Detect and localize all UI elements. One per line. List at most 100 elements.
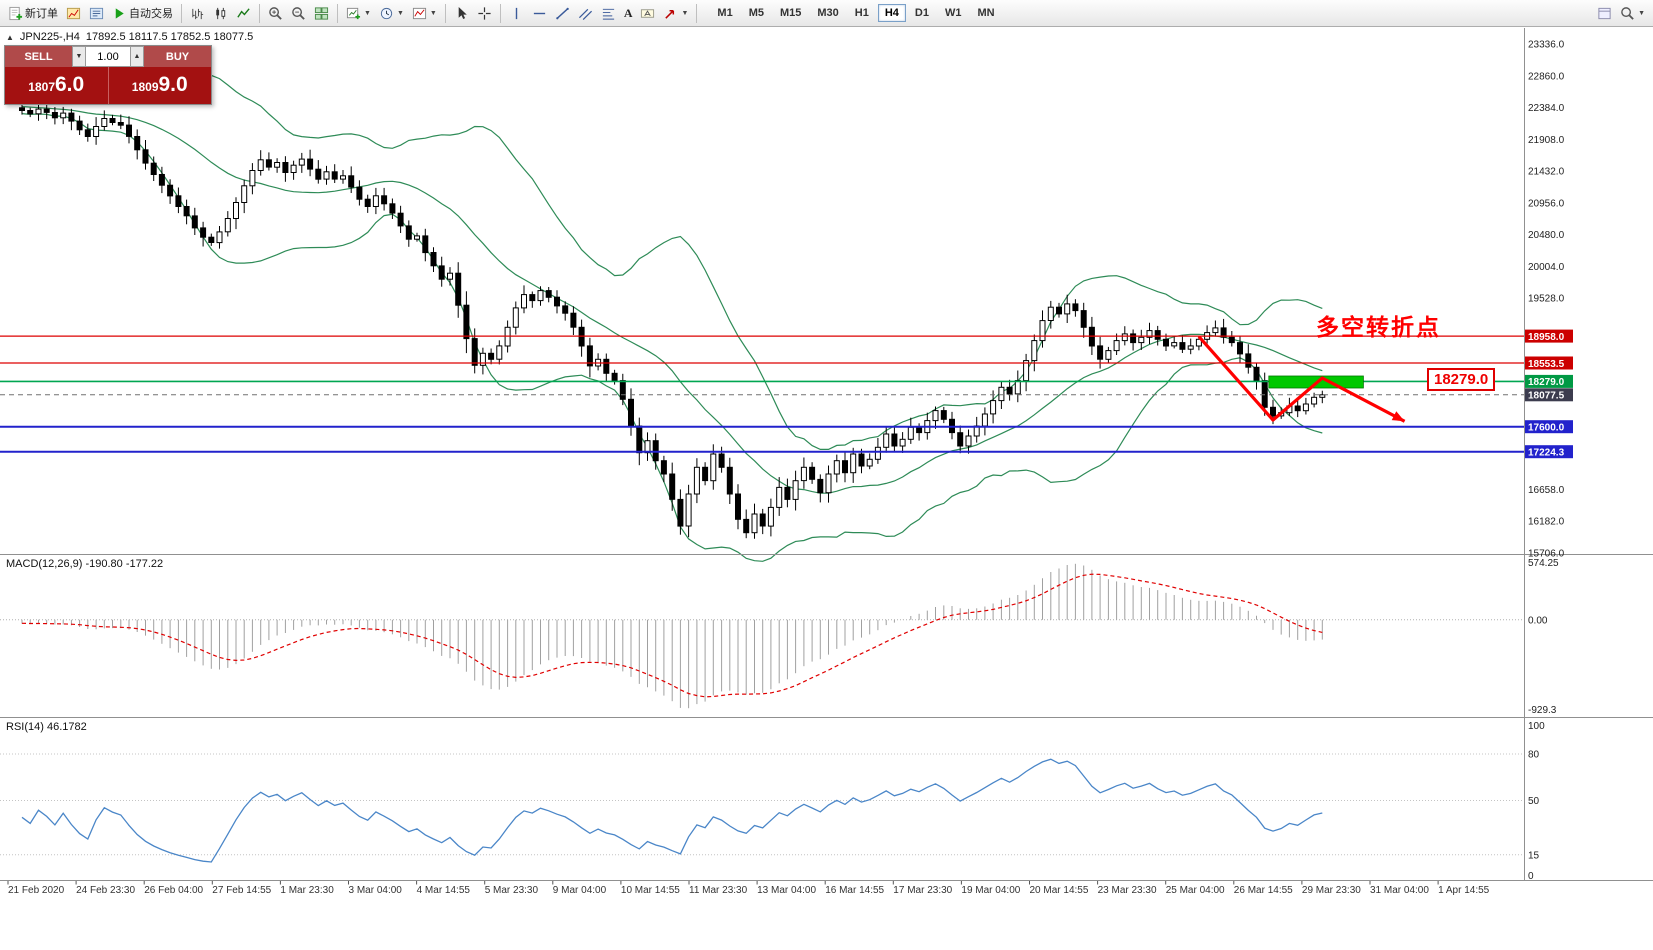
chart-line-button[interactable] — [232, 2, 255, 25]
new-chart-button[interactable]: ▼ — [342, 2, 375, 25]
indicators-icon — [412, 7, 426, 19]
price-tag-17224.3[interactable] — [1525, 445, 1573, 459]
svg-text:100: 100 — [1528, 721, 1545, 732]
lot-size-input[interactable] — [86, 46, 130, 67]
text-button[interactable]: A — [620, 2, 637, 25]
channel-icon — [578, 8, 592, 20]
timeframe-h1-button[interactable]: H1 — [854, 7, 869, 19]
svg-text:574.25: 574.25 — [1528, 558, 1559, 569]
timeframe-toolbar: M1 M5 M15 M30 H1 H4 D1 W1 MN — [709, 4, 1002, 22]
svg-text:0: 0 — [1528, 871, 1534, 882]
navigator-icon — [89, 7, 104, 19]
zoom-in-button[interactable] — [264, 2, 287, 25]
chart-candles-icon — [216, 7, 226, 19]
timeframe-m5-button[interactable]: M5 — [748, 7, 764, 19]
chart-candles-button[interactable] — [209, 2, 232, 25]
lot-decrease-button[interactable]: ▼ — [72, 46, 86, 67]
svg-text:18958.0: 18958.0 — [1528, 332, 1565, 343]
chart-bars-icon — [192, 8, 204, 19]
chevron-down-icon: ▼ — [429, 9, 437, 17]
vertical-line-icon — [515, 7, 518, 19]
crosshair-button[interactable] — [473, 2, 496, 25]
turning-point-annotation[interactable]: 多空转折点 — [1316, 314, 1441, 340]
time-axis-label: 19 Mar 04:00 — [961, 885, 1020, 896]
timeframe-mn-button[interactable]: MN — [977, 7, 995, 19]
timeframe-d1-button[interactable]: D1 — [914, 7, 929, 19]
arrows-tool-button[interactable]: ▼ — [659, 2, 692, 25]
timeframe-w1-button[interactable]: W1 — [944, 7, 962, 19]
time-axis-label: 9 Mar 04:00 — [553, 885, 607, 896]
channel-button[interactable] — [574, 2, 597, 25]
sell-price[interactable]: 18076.0 — [5, 67, 109, 104]
text-label-icon — [641, 8, 655, 18]
timeframe-m1-button[interactable]: M1 — [717, 7, 733, 19]
horizontal-line-button[interactable] — [528, 2, 551, 25]
price-tag-18553.5[interactable] — [1525, 356, 1573, 370]
trendline-button[interactable] — [551, 2, 574, 25]
rsi-panel-plot: 100 80 50 15 0 — [0, 721, 1545, 882]
zoom-out-button[interactable] — [287, 2, 310, 25]
time-axis-label: 27 Feb 14:55 — [212, 885, 271, 896]
text-icon: A — [623, 5, 633, 20]
chevron-down-icon: ▼ — [364, 9, 371, 17]
new-order-button[interactable]: 新订单 — [4, 2, 62, 25]
market-watch-button[interactable] — [62, 2, 85, 25]
time-axis-label: 20 Mar 14:55 — [1030, 885, 1089, 896]
window-list-icon — [1598, 7, 1611, 19]
macd-panel-plot: 574.25 0.00 -929.3 — [0, 558, 1559, 716]
window-list-button[interactable] — [1593, 2, 1616, 25]
ohlc-values-label: 17892.5 18117.5 17852.5 18077.5 — [85, 31, 254, 43]
fibonacci-icon — [602, 8, 614, 20]
price-tag-17600.0[interactable] — [1525, 420, 1573, 434]
y-axis-tick: 19528.0 — [1528, 294, 1565, 305]
timeframe-h4-button[interactable]: H4 — [877, 4, 906, 22]
y-axis-tick: 22384.0 — [1528, 103, 1565, 114]
time-axis-label: 17 Mar 23:30 — [893, 885, 952, 896]
macd-indicator-label: MACD(12,26,9) -190.80 -177.22 — [6, 558, 163, 570]
trend-arrow-drawing — [1197, 335, 1406, 423]
time-axis-label: 13 Mar 04:00 — [757, 885, 816, 896]
symbol-search-button[interactable]: ▼ — [1616, 2, 1649, 25]
text-label-button[interactable] — [636, 2, 659, 25]
lot-increase-button[interactable]: ▲ — [130, 46, 144, 67]
rsi-value: 46.1782 — [46, 721, 87, 733]
new-chart-icon — [346, 7, 361, 19]
price-tag-18958.0[interactable] — [1525, 329, 1573, 343]
timeframe-m15-button[interactable]: M15 — [779, 7, 802, 19]
cursor-button[interactable] — [450, 2, 473, 25]
time-axis-label: 4 Mar 14:55 — [417, 885, 471, 896]
toolbar-separator — [181, 3, 182, 23]
time-axis-label: 24 Feb 23:30 — [76, 885, 135, 896]
svg-text:18553.5: 18553.5 — [1528, 359, 1565, 370]
periods-clock-icon — [380, 7, 393, 19]
trend-arrow-line[interactable] — [1197, 335, 1406, 423]
toolbar-separator — [444, 3, 446, 23]
price-level-annotation[interactable]: 18279.0 — [1427, 368, 1496, 391]
price-tag-18077.5[interactable] — [1525, 388, 1573, 402]
buy-button[interactable]: BUY — [144, 46, 211, 67]
sell-button[interactable]: SELL — [5, 46, 72, 67]
y-axis-tick: 16658.0 — [1528, 485, 1565, 496]
chart-bars-button[interactable] — [186, 2, 209, 25]
autotrading-button[interactable]: 自动交易 — [108, 2, 177, 25]
chevron-down-icon: ▼ — [396, 9, 404, 17]
periods-button[interactable]: ▼ — [375, 2, 408, 25]
vertical-line-button[interactable] — [505, 2, 528, 25]
buy-price[interactable]: 18099.0 — [108, 67, 211, 104]
tile-windows-button[interactable] — [310, 2, 333, 25]
indicators-button[interactable]: ▼ — [408, 2, 441, 25]
trendline-icon — [556, 7, 569, 19]
candlestick-series — [19, 100, 1326, 539]
svg-text:-929.3: -929.3 — [1528, 705, 1557, 716]
y-axis-tick: 21908.0 — [1528, 135, 1565, 146]
fibonacci-button[interactable] — [597, 2, 620, 25]
toolbar-separator — [337, 3, 338, 23]
time-axis-label: 21 Feb 2020 — [8, 885, 65, 896]
time-axis-label: 1 Apr 14:55 — [1438, 885, 1490, 896]
time-axis-label: 10 Mar 14:55 — [621, 885, 680, 896]
y-axis-tick: 23336.0 — [1528, 40, 1565, 51]
timeframe-m30-button[interactable]: M30 — [817, 7, 839, 19]
navigator-button[interactable] — [85, 2, 108, 25]
price-tag-18279.0[interactable] — [1525, 374, 1573, 388]
